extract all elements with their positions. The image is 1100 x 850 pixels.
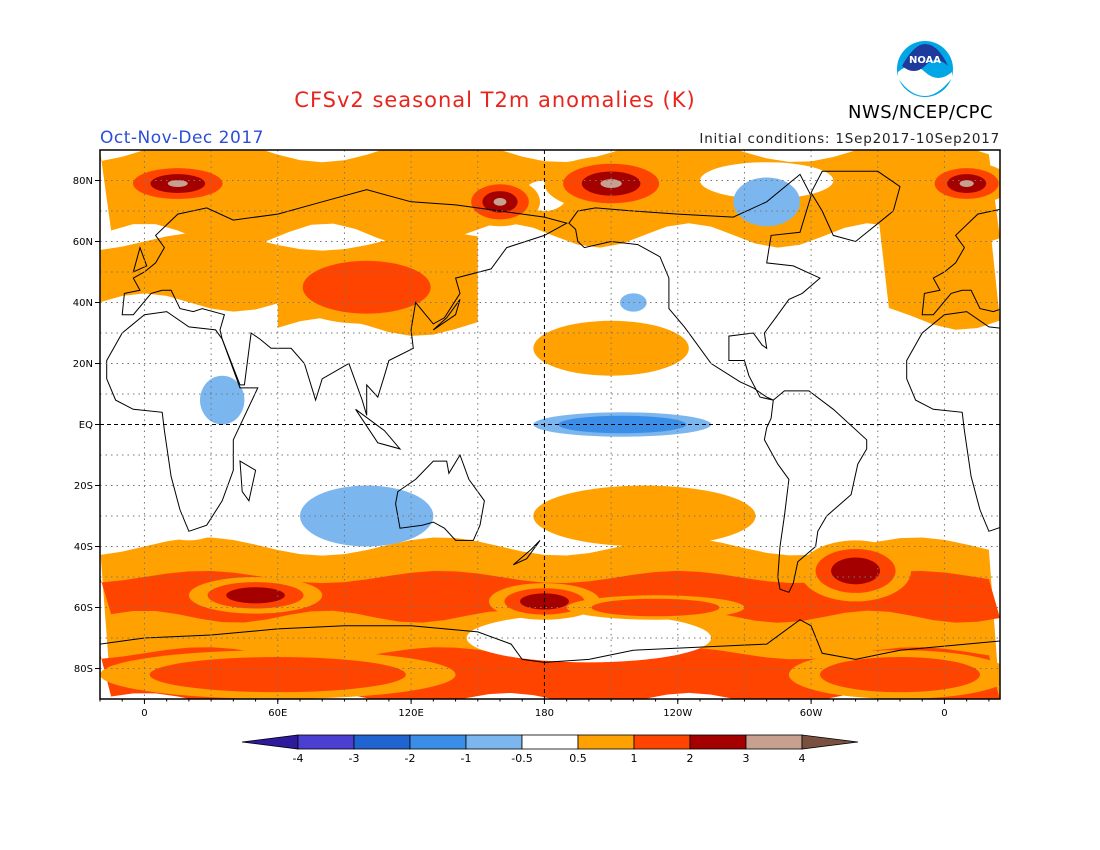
colorbar-bin-5 [577, 734, 635, 750]
y-tick-label: 60N [73, 237, 93, 248]
colorbar-bin-0 [297, 734, 355, 750]
band-north-atlantic-weak [877, 198, 1000, 330]
colorbar-label: -3 [349, 752, 360, 765]
neutral-zone-4 [393, 363, 474, 425]
neutral-zone-0 [466, 613, 712, 663]
coast-antarctica [100, 619, 1000, 699]
coast-indonesia [355, 408, 402, 450]
y-tick-label: 60S [74, 603, 93, 614]
x-tick-label: 0 [141, 708, 147, 719]
anomaly-region-14-level-1 [820, 657, 980, 693]
y-tick-label: EQ [79, 420, 93, 431]
colorbar-label: 3 [743, 752, 750, 765]
anomaly-region-0-level-3 [167, 180, 188, 187]
graticule [100, 150, 1000, 699]
x-tick-label: 180 [535, 708, 554, 719]
colorbar-bin-2 [409, 734, 467, 750]
colorbar-label: -1 [461, 752, 472, 765]
coast-japan [432, 299, 461, 331]
colorbar-bin-4 [521, 734, 579, 750]
org-label: NWS/NCEP/CPC [848, 102, 994, 123]
x-tick-label: 60E [268, 708, 287, 719]
noaa-logo-text: NOAA [909, 55, 941, 66]
colorbar-label: 1 [631, 752, 638, 765]
anomaly-region-10-level-2 [226, 587, 285, 604]
colorbar-label: -0.5 [511, 752, 532, 765]
colorbar-label: -4 [293, 752, 304, 765]
y-tick-label: 20S [74, 481, 93, 492]
coast-africa-wrap [906, 311, 1000, 532]
colorbar-low-arrow [241, 734, 299, 750]
colorbar-label: 0.5 [569, 752, 587, 765]
season-label: Oct-Nov-Dec 2017 [100, 128, 264, 148]
coast-australia [395, 453, 485, 541]
anomaly-region-3-level-3 [959, 180, 974, 187]
y-tick-label: 40S [74, 542, 93, 553]
colorbar-bin-7 [689, 734, 747, 750]
colorbar-bin-8 [745, 734, 803, 750]
coast-britain [132, 245, 148, 273]
coast-new-zealand [512, 540, 541, 566]
x-tick-label: 0 [941, 708, 947, 719]
colorbar-label: 2 [687, 752, 694, 765]
anomaly-region-13-level-1 [149, 657, 406, 693]
x-tick-label: 60W [800, 708, 823, 719]
coast-north-america [568, 173, 821, 401]
colorbar-label: 4 [799, 752, 806, 765]
chart-title: CFSv2 seasonal T2m anomalies (K) [294, 88, 696, 112]
anomaly-region-11-level-2 [831, 557, 880, 585]
anomaly-region-6-level-1 [558, 415, 687, 434]
noaa-logo: NOAA [895, 39, 955, 99]
anomaly-region-4-level-1 [302, 260, 431, 314]
colorbar-bin-3 [465, 734, 523, 750]
initial-conditions-label: Initial conditions: 1Sep2017-10Sep2017 [699, 131, 1000, 147]
x-tick-label: 120W [663, 708, 692, 719]
x-tick-label: 120E [398, 708, 423, 719]
anomaly-region-8-level-0 [533, 485, 756, 547]
coast-north-america-wrap [0, 174, 20, 400]
anomaly-region-15-level-0 [300, 485, 434, 547]
coast-south-america [763, 390, 868, 593]
colorbar-label: -2 [405, 752, 416, 765]
colorbar-bin-1 [353, 734, 411, 750]
colorbar-high-arrow [801, 734, 859, 750]
y-tick-label: 80S [74, 664, 93, 675]
colorbar: -4 -3 -2 -1 -0.5 0.5 1 2 3 4 [241, 734, 859, 765]
coastlines [0, 170, 1000, 699]
coast-eurasia [121, 189, 569, 416]
y-tick-label: 80N [73, 176, 93, 187]
axis-ticks: 0 60E 120E 180 120W 60W 0 80N 60N 40N 20N EQ 20S 40S 6… [73, 176, 990, 719]
coast-madagascar [239, 460, 257, 502]
colorbar-bin-6 [633, 734, 691, 750]
y-tick-label: 20N [73, 359, 93, 370]
anomaly-region-1-level-3 [493, 197, 507, 206]
anomaly-region-16-level-0 [620, 293, 647, 312]
y-tick-label: 40N [73, 298, 93, 309]
